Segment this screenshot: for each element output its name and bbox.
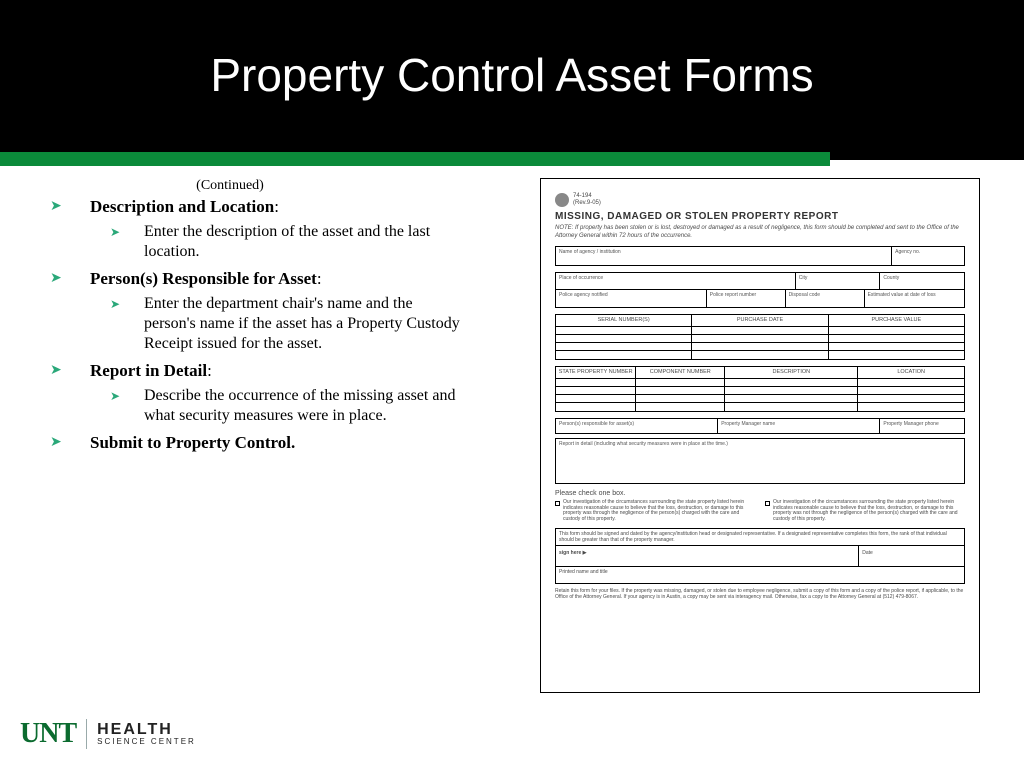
field-label: Disposal code [786, 290, 865, 308]
field-label: Property Manager phone [880, 418, 965, 434]
bullet-sub: Enter the department chair's name and th… [144, 294, 464, 354]
form-code: (Rev.9-05) [573, 200, 601, 207]
col-header: PURCHASE DATE [692, 315, 828, 327]
hsc-logo: HEALTH SCIENCE CENTER [97, 722, 196, 746]
form-title: MISSING, DAMAGED OR STOLEN PROPERTY REPO… [555, 211, 965, 223]
chevron-right-icon: ➤ [110, 386, 144, 406]
chevron-right-icon: ➤ [50, 432, 90, 454]
field-label: City [796, 272, 881, 290]
left-column: (Continued) ➤ Description and Location: … [50, 178, 490, 693]
checkbox-icon [765, 501, 770, 506]
chevron-right-icon: ➤ [50, 268, 90, 290]
checkbox-option: Our investigation of the circumstances s… [555, 500, 755, 522]
page-title: Property Control Asset Forms [210, 48, 813, 102]
col-header: SERIAL NUMBER(S) [556, 315, 692, 327]
header-bar: Property Control Asset Forms [0, 0, 1024, 160]
serial-table: SERIAL NUMBER(S)PURCHASE DATEPURCHASE VA… [555, 314, 965, 360]
footer-logo: UNT HEALTH SCIENCE CENTER [20, 718, 196, 750]
check-title: Please check one box. [555, 490, 965, 498]
field-label: Property Manager name [718, 418, 880, 434]
field-label: Name of agency / institution [555, 246, 892, 266]
col-header: COMPONENT NUMBER [636, 367, 725, 379]
col-header: LOCATION [858, 367, 964, 379]
date-field: Date [859, 546, 964, 566]
continued-label: (Continued) [130, 178, 330, 194]
chevron-right-icon: ➤ [50, 196, 90, 218]
bullet-item: ➤ Description and Location: ➤Enter the d… [50, 196, 490, 262]
chevron-right-icon: ➤ [110, 222, 144, 242]
form-note: NOTE: If property has been stolen or is … [555, 225, 965, 239]
field-label: Police report number [707, 290, 786, 308]
signature-box: This form should be signed and dated by … [555, 528, 965, 584]
bullet-sub: Describe the occurrence of the missing a… [144, 386, 464, 426]
bullet-list: ➤ Description and Location: ➤Enter the d… [50, 196, 490, 454]
bullet-sub: Enter the description of the asset and t… [144, 222, 464, 262]
seal-icon [555, 193, 569, 207]
right-column: 74-194 (Rev.9-05) MISSING, DAMAGED OR ST… [540, 178, 980, 693]
field-label: County [880, 272, 965, 290]
sign-here: sign here ▶ [556, 546, 859, 566]
printed-name: Printed name and title [556, 566, 964, 583]
divider [86, 719, 87, 749]
bullet-item: ➤ Report in Detail: ➤Describe the occurr… [50, 360, 490, 426]
field-label: Person(s) responsible for asset(s) [555, 418, 718, 434]
chevron-right-icon: ➤ [50, 360, 90, 382]
accent-bar [0, 152, 830, 166]
col-header: DESCRIPTION [725, 367, 858, 379]
bullet-title: Description and Location: [90, 196, 279, 218]
bullet-item: ➤ Person(s) Responsible for Asset: ➤Ente… [50, 268, 490, 354]
field-label: Place of occurrence [555, 272, 796, 290]
bullet-title: Person(s) Responsible for Asset: [90, 268, 322, 290]
field-label: Report in detail (including what securit… [555, 438, 965, 484]
retain-note: Retain this form for your files. If the … [555, 588, 965, 600]
unt-logo: UNT [20, 718, 76, 750]
content-area: (Continued) ➤ Description and Location: … [0, 160, 1024, 693]
form-preview: 74-194 (Rev.9-05) MISSING, DAMAGED OR ST… [540, 178, 980, 693]
chevron-right-icon: ➤ [110, 294, 144, 314]
checkbox-option: Our investigation of the circumstances s… [765, 500, 965, 522]
field-label: Police agency notified [555, 290, 707, 308]
property-table: STATE PROPERTY NUMBER COMPONENT NUMBER D… [555, 366, 965, 412]
bullet-item: ➤ Submit to Property Control. [50, 432, 490, 454]
col-header: STATE PROPERTY NUMBER [556, 367, 636, 379]
field-label: Estimated value at date of loss [865, 290, 965, 308]
bullet-title: Submit to Property Control. [90, 432, 295, 454]
col-header: PURCHASE VALUE [829, 315, 964, 327]
bullet-title: Report in Detail: [90, 360, 212, 382]
form-code: 74-194 [573, 193, 601, 200]
checkbox-icon [555, 501, 560, 506]
field-label: Agency no. [892, 246, 965, 266]
